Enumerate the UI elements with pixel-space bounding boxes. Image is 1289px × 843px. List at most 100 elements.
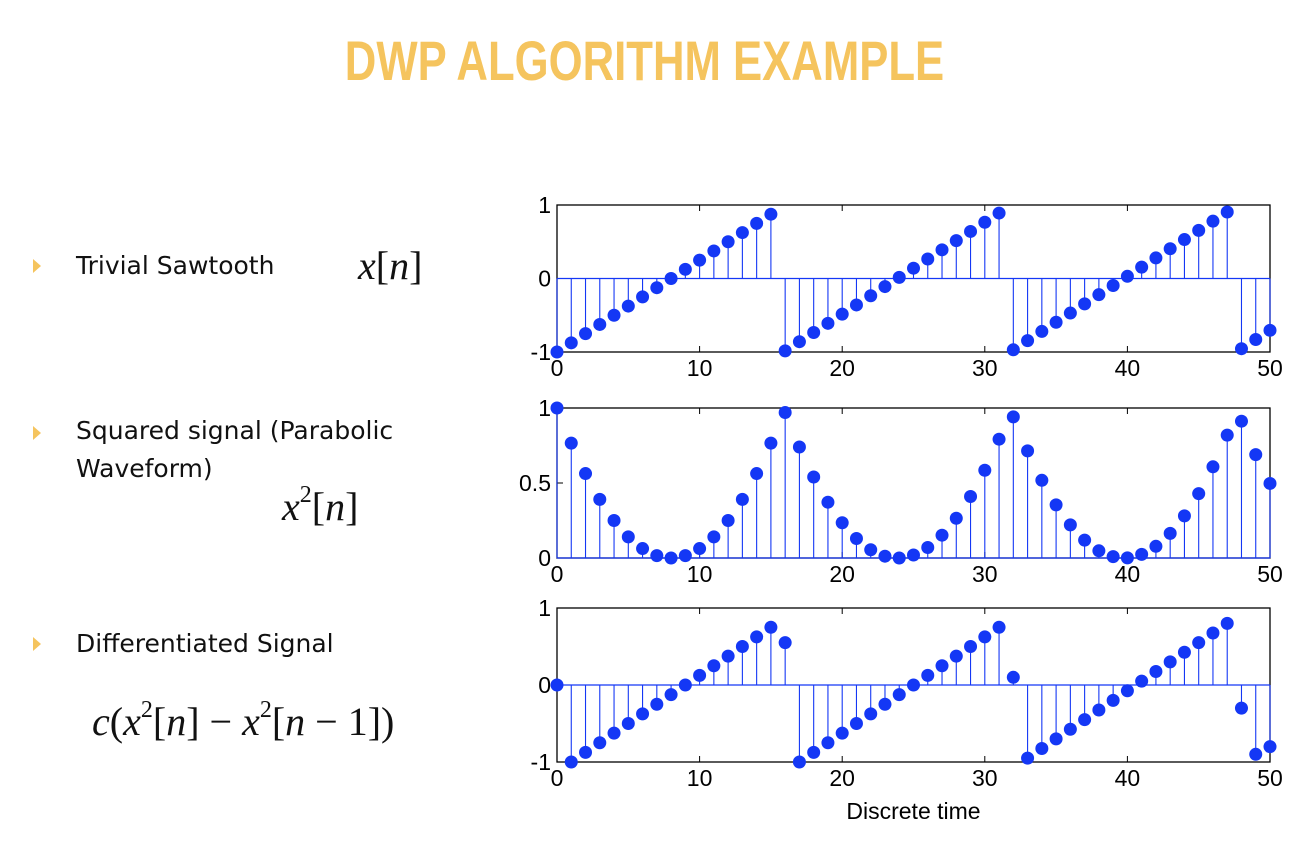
chart-2-marker <box>978 463 992 477</box>
chart-1-marker <box>949 234 963 248</box>
chart-2-marker <box>1035 473 1049 487</box>
chart-3-xlabel: Discrete time <box>846 798 980 824</box>
chart-1-marker <box>721 235 735 249</box>
math-squared-expression: x2[n] <box>282 482 359 529</box>
chart-3-marker <box>935 659 949 673</box>
chart-3-xtick-label: 40 <box>1115 765 1141 791</box>
chart-1-marker <box>678 262 692 276</box>
chart-1-marker <box>1021 334 1035 348</box>
chart-2-marker <box>707 530 721 544</box>
chart-2-marker <box>1263 476 1277 490</box>
chart-3-ytick-label: -1 <box>531 749 551 775</box>
chart-3-marker <box>1006 670 1020 684</box>
chart-2-marker <box>550 401 564 415</box>
chart-2-marker <box>1163 526 1177 540</box>
chart-3-marker <box>707 659 721 673</box>
chart-2-marker <box>735 492 749 506</box>
chart-3-marker <box>949 649 963 663</box>
chart-2-marker <box>564 436 578 450</box>
chart-3-marker <box>764 620 778 634</box>
chart-3-marker <box>593 736 607 750</box>
chart-2-marker <box>1149 539 1163 553</box>
chart-1-marker <box>1135 260 1149 274</box>
chart-2-marker <box>1234 414 1248 428</box>
chart-1-marker <box>750 216 764 230</box>
chart-2-frame <box>556 407 1271 559</box>
chart-1-marker <box>1163 242 1177 256</box>
chart-3-xtick-label: 0 <box>551 765 564 791</box>
chart-2-marker <box>1063 518 1077 532</box>
chart-2-ytick-label: 0 <box>538 545 551 571</box>
chart-1-marker <box>1234 342 1248 356</box>
chart-1-marker <box>792 335 806 349</box>
chart-3-xtick-label: 20 <box>829 765 855 791</box>
chart-1-marker <box>1078 297 1092 311</box>
chart-1-marker <box>650 281 664 295</box>
chart-3-marker <box>1063 722 1077 736</box>
chart-3-marker <box>807 745 821 759</box>
math-sawtooth-expression: x[n] <box>358 243 423 288</box>
chart-2-xtick-label: 10 <box>687 561 713 587</box>
chart-3-marker <box>664 688 678 702</box>
chart-1-marker <box>1120 269 1134 283</box>
chart-3-marker <box>878 697 892 711</box>
chart-2-xtick-label: 50 <box>1257 561 1283 587</box>
chart-1-xtick-label: 20 <box>829 355 855 381</box>
chart-2-marker <box>1120 551 1134 565</box>
chart-1-ytick-label: 1 <box>538 192 551 218</box>
chart-2-marker <box>593 492 607 506</box>
chart-3-marker <box>650 697 664 711</box>
chart-3-marker <box>1149 665 1163 679</box>
chart-3-marker <box>750 630 764 644</box>
chart-3-marker <box>1120 684 1134 698</box>
chart-1-xtick-label: 0 <box>551 355 564 381</box>
chart-2-marker <box>1006 410 1020 424</box>
chart-1-marker <box>1063 306 1077 320</box>
chart-1-marker <box>978 215 992 229</box>
chart-2-marker <box>1249 448 1263 462</box>
chart-3-marker <box>1206 626 1220 640</box>
math-differentiated-expression: c(x2[n] − x2[n − 1]) <box>92 697 395 744</box>
chart-1-marker <box>864 289 878 303</box>
chart-1-xtick-label: 30 <box>972 355 998 381</box>
chart-1-marker <box>550 345 564 359</box>
chart-1-marker <box>1220 205 1234 219</box>
chart-3-marker <box>1092 703 1106 717</box>
chart-3-xtick-label: 10 <box>687 765 713 791</box>
chart-3-marker <box>550 678 564 692</box>
chart-2-marker <box>750 467 764 481</box>
chart-3-marker <box>678 678 692 692</box>
bullet-marker-icon <box>33 259 41 273</box>
chart-2-marker <box>907 548 920 562</box>
chart-2-marker <box>693 542 707 556</box>
chart-1-marker <box>636 290 650 304</box>
chart-2-xtick-label: 40 <box>1115 561 1141 587</box>
chart-1-xtick-label: 50 <box>1257 355 1283 381</box>
chart-2-marker <box>1092 544 1106 558</box>
chart-2-marker <box>878 549 892 563</box>
chart-1-marker <box>735 226 749 240</box>
chart-3-marker <box>907 678 920 692</box>
chart-2-marker <box>992 432 1006 446</box>
chart-1-marker <box>621 299 635 313</box>
chart-1-marker <box>1263 323 1277 337</box>
chart-1-marker <box>992 206 1006 220</box>
chart-2-marker <box>892 551 906 565</box>
bullet-label-squared: Squared signal (Parabolic Waveform) <box>76 416 394 483</box>
chart-1-ytick-label: 0 <box>538 266 551 292</box>
chart-2-marker <box>764 436 778 450</box>
chart-2-marker <box>935 528 949 542</box>
chart-3-marker <box>621 717 635 730</box>
chart-1-marker <box>964 224 978 238</box>
chart-2-marker <box>636 542 650 556</box>
chart-3-marker <box>721 649 735 663</box>
chart-3-marker <box>1192 636 1206 650</box>
chart-2-marker <box>1220 428 1234 442</box>
chart-1-marker <box>1149 251 1163 265</box>
chart-2-marker <box>579 467 593 481</box>
chart-1-marker <box>907 261 920 275</box>
chart-3-marker <box>992 620 1006 634</box>
bullet-marker-icon <box>33 426 41 440</box>
chart-1-marker <box>593 317 607 331</box>
chart-3-marker <box>1163 655 1177 669</box>
